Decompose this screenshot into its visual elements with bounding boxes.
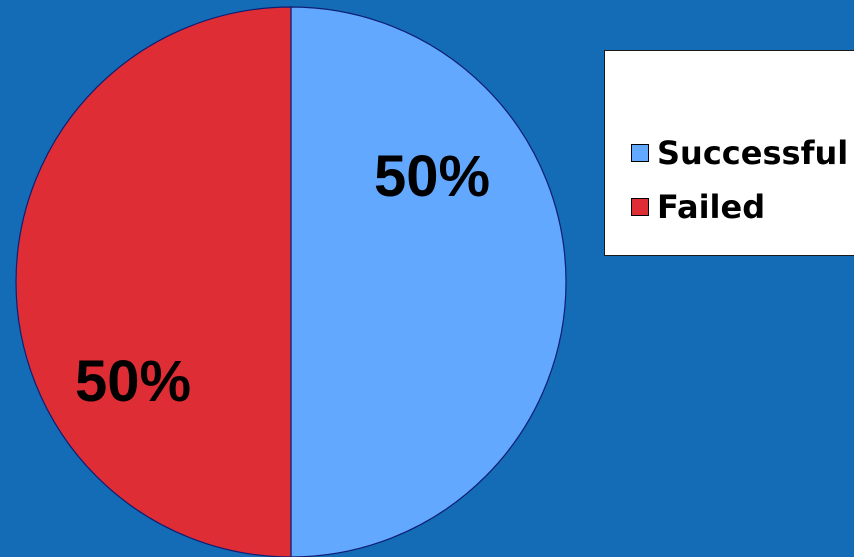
legend-swatch-successful [631, 144, 649, 162]
legend-swatch-failed [631, 198, 649, 216]
pie-slice-successful [290, 6, 567, 557]
legend-item-successful: Successful [631, 137, 848, 169]
legend: Successful Failed [604, 50, 854, 256]
legend-label-failed: Failed [657, 188, 766, 226]
legend-label-successful: Successful [657, 134, 849, 172]
slice-label-successful: 50% [374, 144, 490, 209]
legend-item-failed: Failed [631, 191, 765, 223]
pie-slice-failed [15, 6, 292, 557]
slice-label-failed: 50% [75, 349, 191, 414]
